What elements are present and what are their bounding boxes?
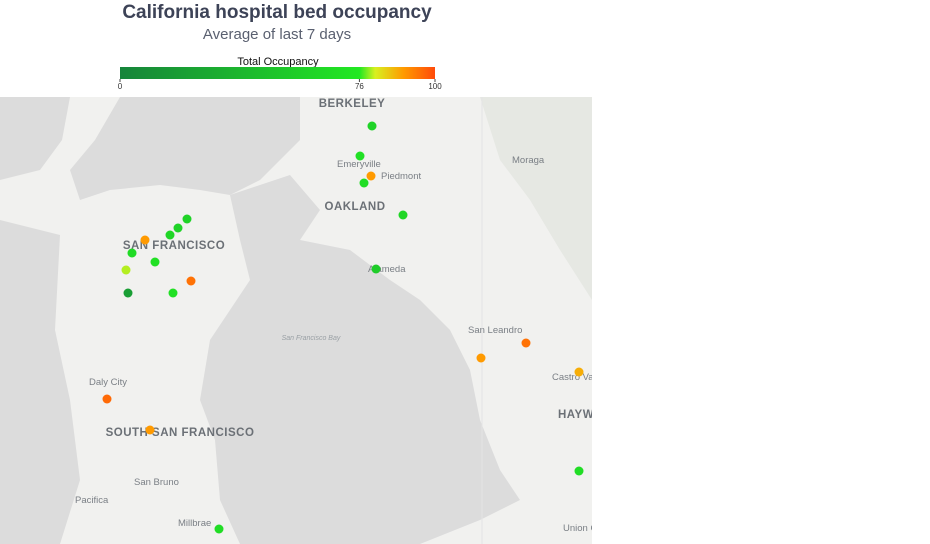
place-label: Union City bbox=[563, 523, 607, 534]
hospital-point bbox=[366, 171, 376, 181]
place-label: SAN FRANCISCO bbox=[123, 240, 225, 252]
hospital-point bbox=[476, 353, 486, 363]
colorbar-tick-label: 0 bbox=[118, 82, 123, 91]
place-label: Emeryville bbox=[337, 159, 381, 170]
place-label: Millbrae bbox=[178, 518, 211, 529]
hospital-point bbox=[150, 257, 160, 267]
hospital-point bbox=[145, 425, 155, 435]
place-label: Piedmont bbox=[381, 171, 421, 182]
place-label: HAYWARD bbox=[558, 409, 620, 421]
hospital-point bbox=[165, 230, 175, 240]
points bbox=[102, 121, 584, 534]
hospital-point bbox=[121, 265, 131, 275]
colorbar-tick-label: 100 bbox=[428, 82, 442, 91]
colorbar-ticks: 0 76 100 bbox=[118, 79, 442, 91]
hospital-point bbox=[574, 466, 584, 476]
hospital-point bbox=[398, 210, 408, 220]
subtitle: Average of last 7 days bbox=[203, 26, 351, 43]
hills bbox=[480, 97, 592, 300]
hospital-point bbox=[123, 288, 133, 298]
hospital-point bbox=[367, 121, 377, 131]
place-label: BERKELEY bbox=[319, 98, 386, 110]
hospital-point bbox=[574, 367, 584, 377]
hospital-point bbox=[173, 223, 183, 233]
water bbox=[70, 97, 300, 200]
place-label: San Francisco Bay bbox=[282, 335, 341, 342]
place-label: Pacifica bbox=[75, 495, 109, 506]
place-label: Castro Valley bbox=[552, 372, 608, 383]
water bbox=[200, 175, 520, 544]
place-label: Daly City bbox=[89, 377, 127, 388]
water bbox=[0, 97, 70, 180]
hospital-point bbox=[359, 178, 369, 188]
hospital-point bbox=[371, 264, 381, 274]
hospital-point bbox=[214, 524, 224, 534]
hospital-point bbox=[102, 394, 112, 404]
hospital-point bbox=[355, 151, 365, 161]
colorbar bbox=[120, 67, 435, 79]
place-label: OAKLAND bbox=[325, 201, 386, 213]
title: California hospital bed occupancy bbox=[122, 2, 432, 23]
hospital-point bbox=[140, 235, 150, 245]
water bbox=[0, 220, 80, 544]
place-label: San Leandro bbox=[468, 325, 522, 336]
hospital-point bbox=[186, 276, 196, 286]
hospital-point bbox=[168, 288, 178, 298]
colorbar-tick-label: 76 bbox=[355, 82, 364, 91]
hospital-point bbox=[521, 338, 531, 348]
place-label: San Bruno bbox=[134, 477, 179, 488]
hospital-point bbox=[127, 248, 137, 258]
place-label: Moraga bbox=[512, 155, 545, 166]
hospital-point bbox=[182, 214, 192, 224]
place-label: SOUTH SAN FRANCISCO bbox=[106, 427, 255, 439]
place-label: Alameda bbox=[368, 264, 406, 275]
colorbar-title: Total Occupancy bbox=[237, 56, 319, 68]
